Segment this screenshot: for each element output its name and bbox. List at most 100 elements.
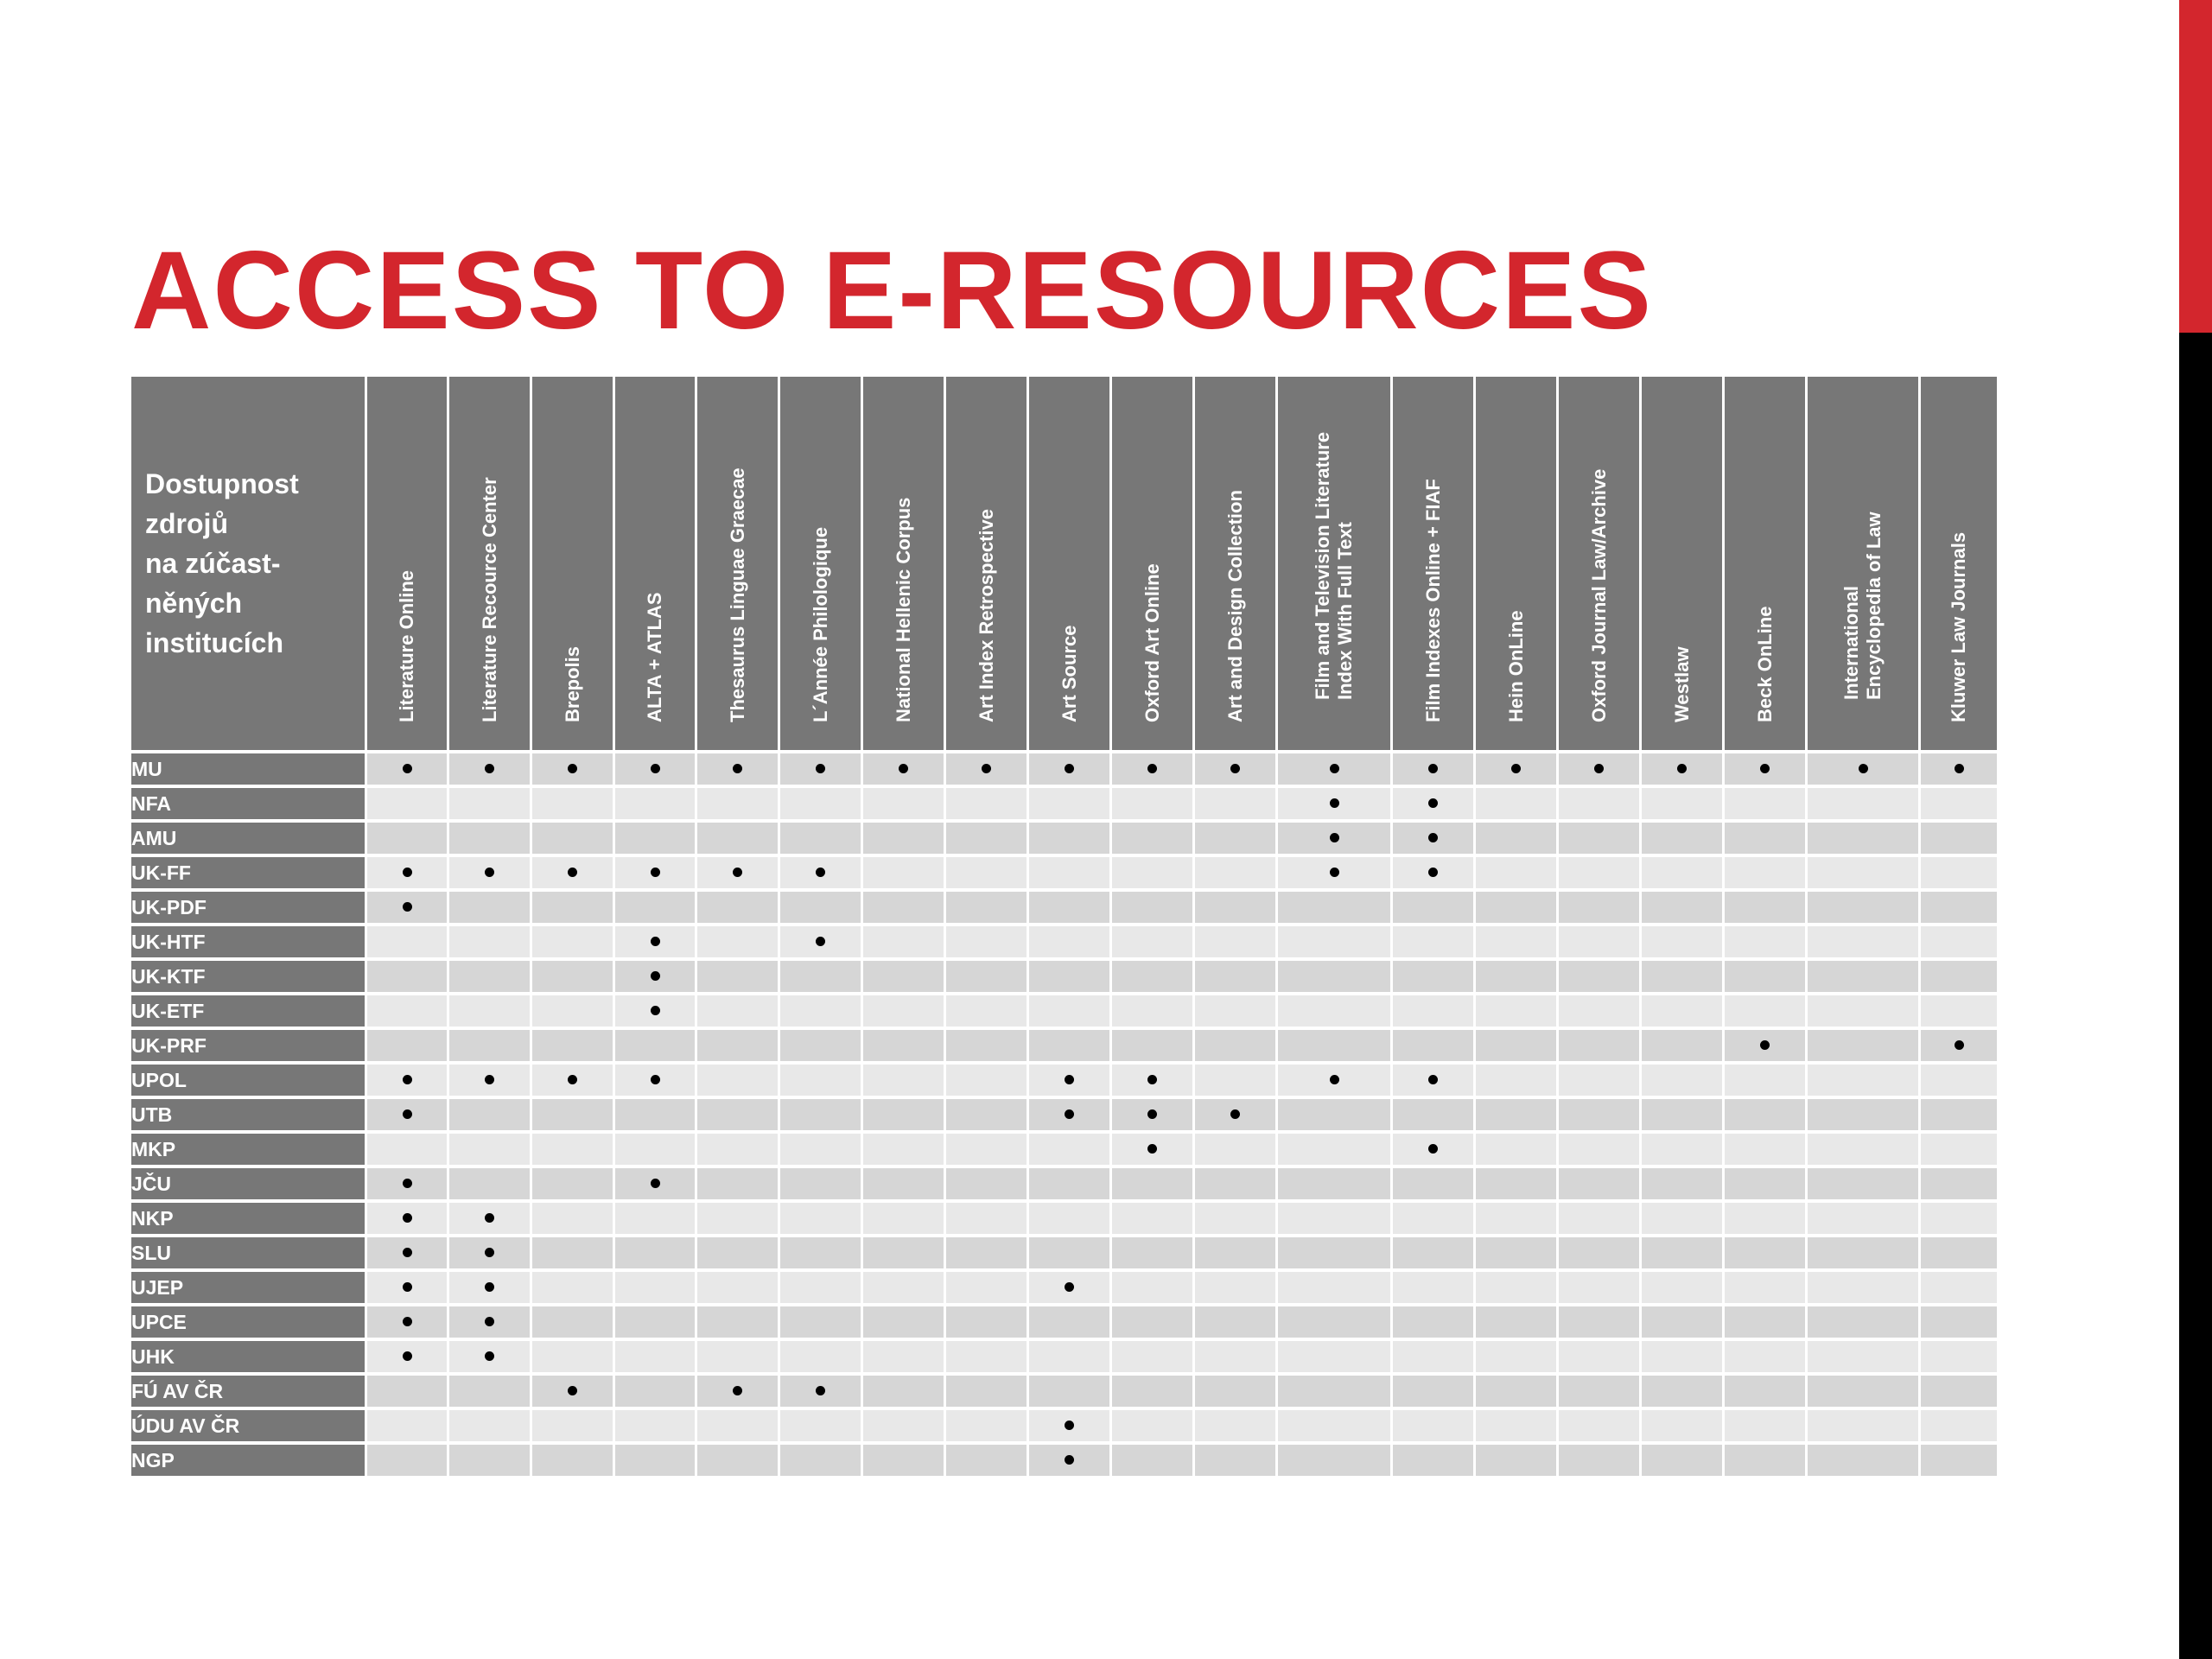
availability-cell	[1725, 926, 1805, 957]
availability-cell	[1476, 1306, 1556, 1338]
institution-label: AMU	[131, 823, 365, 854]
available-dot-icon	[402, 1213, 412, 1224]
table-header-row: Dostupnost zdrojů na zúčast-něných instituc…	[131, 377, 1997, 750]
availability-cell	[946, 1168, 1027, 1199]
table-row: UK-PRF	[131, 1030, 1997, 1061]
availability-cell	[1642, 892, 1722, 923]
availability-cell	[449, 1237, 530, 1268]
column-header: Art Index Retrospective	[946, 377, 1027, 750]
availability-cell	[367, 995, 447, 1027]
availability-cell	[1725, 995, 1805, 1027]
availability-cell	[1725, 1134, 1805, 1165]
availability-cell	[449, 1168, 530, 1199]
available-dot-icon	[402, 1075, 412, 1085]
table-row: UK-FF	[131, 857, 1997, 888]
availability-cell	[1029, 892, 1109, 923]
availability-cell	[1725, 1341, 1805, 1372]
available-dot-icon	[1065, 1455, 1074, 1465]
availability-cell	[1725, 1030, 1805, 1061]
column-header-label-line: Beck OnLine	[1753, 606, 1776, 722]
institution-label: JČU	[131, 1168, 365, 1199]
availability-cell	[1112, 1134, 1192, 1165]
availability-cell	[1476, 1134, 1556, 1165]
column-header-label: Art Index Retrospective	[976, 509, 998, 722]
availability-cell	[532, 857, 613, 888]
availability-cell	[1029, 1203, 1109, 1234]
column-header-label: Film Indexes Online + FIAF	[1422, 479, 1445, 722]
availability-cell	[1559, 823, 1639, 854]
availability-cell	[1029, 961, 1109, 992]
availability-cell	[1278, 1272, 1390, 1303]
availability-cell	[863, 1030, 944, 1061]
availability-cell	[615, 926, 695, 957]
available-dot-icon	[1428, 764, 1438, 774]
institution-label: UK-ETF	[131, 995, 365, 1027]
column-header: Hein OnLine	[1476, 377, 1556, 750]
availability-cell	[697, 1065, 778, 1096]
available-dot-icon	[1147, 1144, 1157, 1154]
available-dot-icon	[485, 1213, 494, 1224]
availability-cell	[532, 1445, 613, 1476]
side-accent-bar-black	[2179, 333, 2212, 1659]
available-dot-icon	[650, 868, 660, 878]
availability-cell	[946, 823, 1027, 854]
availability-cell	[1278, 1099, 1390, 1130]
availability-cell	[1393, 1099, 1473, 1130]
availability-cell	[449, 1272, 530, 1303]
availability-cell	[1278, 1445, 1390, 1476]
column-header: ALTA + ATLAS	[615, 377, 695, 750]
available-dot-icon	[1230, 1109, 1240, 1120]
availability-cell	[1808, 823, 1918, 854]
availability-cell	[863, 753, 944, 785]
availability-cell	[1808, 961, 1918, 992]
availability-cell	[367, 926, 447, 957]
availability-cell	[532, 1306, 613, 1338]
available-dot-icon	[402, 1109, 412, 1120]
column-header-label-line: Oxford Journal Law/Archive	[1587, 468, 1610, 722]
availability-cell	[1476, 1168, 1556, 1199]
availability-cell	[532, 1341, 613, 1372]
availability-cell	[1393, 857, 1473, 888]
column-header-label-line: ALTA + ATLAS	[644, 592, 665, 722]
available-dot-icon	[1594, 764, 1604, 774]
availability-cell	[780, 926, 861, 957]
availability-cell	[697, 1237, 778, 1268]
column-header-label: International Encyclopedia of Law	[1840, 512, 1885, 700]
availability-cell	[1278, 1376, 1390, 1407]
availability-cell	[532, 1099, 613, 1130]
available-dot-icon	[1954, 1040, 1964, 1051]
availability-cell	[1725, 1237, 1805, 1268]
availability-cell	[1476, 753, 1556, 785]
column-header-label-line: Hein OnLine	[1504, 610, 1527, 722]
availability-cell	[1642, 995, 1722, 1027]
availability-cell	[1195, 1134, 1275, 1165]
availability-cell	[697, 1099, 778, 1130]
availability-cell	[1559, 788, 1639, 819]
availability-cell	[1476, 926, 1556, 957]
column-header-label: ALTA + ATLAS	[644, 592, 666, 722]
availability-cell	[1195, 1445, 1275, 1476]
availability-cell	[1195, 926, 1275, 957]
available-dot-icon	[1329, 798, 1339, 809]
corner-heading-line: Dostupnost	[145, 468, 299, 499]
availability-cell	[367, 1341, 447, 1372]
corner-heading-line: na zúčast-	[145, 548, 281, 579]
availability-cell	[1921, 1445, 1997, 1476]
availability-cell	[1921, 1099, 1997, 1130]
availability-cell	[1476, 823, 1556, 854]
availability-cell	[697, 961, 778, 992]
availability-cell	[1029, 1168, 1109, 1199]
column-header-label: Art Source	[1058, 626, 1081, 722]
institution-label: UK-KTF	[131, 961, 365, 992]
column-header-label: Oxford Journal Law/Archive	[1588, 469, 1611, 722]
column-header-label-line: Brepolis	[561, 645, 583, 722]
availability-cell	[1559, 1099, 1639, 1130]
availability-cell	[780, 1445, 861, 1476]
available-dot-icon	[1428, 1144, 1438, 1154]
availability-cell	[1808, 892, 1918, 923]
availability-cell	[615, 823, 695, 854]
side-accent-bar-red	[2179, 0, 2212, 333]
available-dot-icon	[1147, 1109, 1157, 1120]
column-header-label: Brepolis	[562, 646, 584, 722]
column-header: Art Source	[1029, 377, 1109, 750]
